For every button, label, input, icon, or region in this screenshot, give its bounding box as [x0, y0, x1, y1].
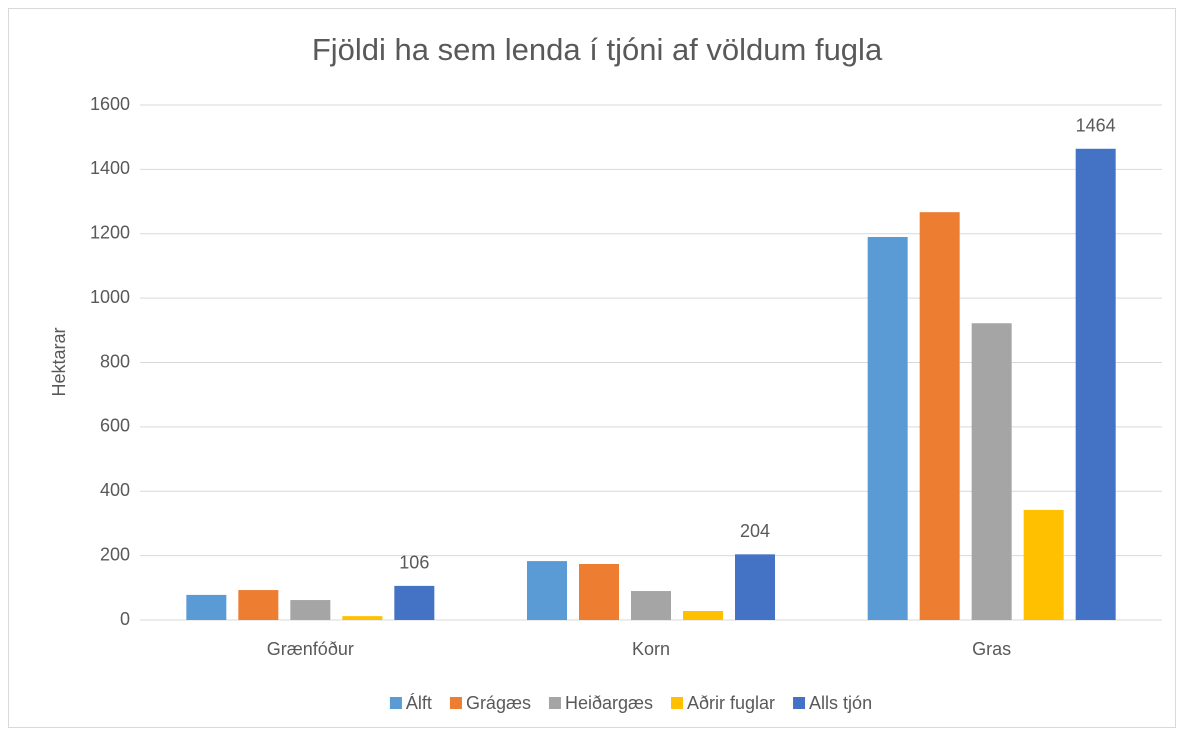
bar — [186, 594, 227, 620]
bar — [631, 591, 671, 620]
y-tick-label: 0 — [120, 609, 130, 629]
bar — [919, 212, 960, 620]
legend-label: Álft — [406, 693, 432, 713]
legend-label: Alls tjón — [809, 693, 872, 713]
data-label: 106 — [399, 553, 429, 573]
chart-title: Fjöldi ha sem lenda í tjóni af völdum fu… — [312, 32, 883, 67]
x-tick-label: Korn — [632, 639, 670, 659]
bar — [579, 563, 619, 620]
legend-swatch — [449, 697, 462, 709]
y-tick-label: 600 — [100, 416, 130, 436]
x-tick-label: Grænfóður — [267, 639, 354, 659]
bar — [867, 236, 908, 620]
y-tick-label: 1400 — [90, 158, 130, 178]
y-tick-label: 400 — [100, 480, 130, 500]
y-tick-label: 1000 — [90, 287, 130, 307]
x-tick-label: Gras — [972, 639, 1011, 659]
bar — [527, 561, 567, 620]
legend-swatch — [671, 697, 684, 709]
bar — [290, 600, 331, 620]
legend-swatch — [548, 697, 561, 709]
legend-swatch — [793, 697, 806, 709]
y-tick-label: 800 — [100, 351, 130, 371]
y-tick-label: 200 — [100, 544, 130, 564]
legend-label: Heiðargæs — [565, 693, 653, 713]
data-label: 204 — [740, 521, 770, 541]
y-axis-label: Hektarar — [49, 327, 69, 396]
bar — [342, 616, 383, 620]
bar — [1075, 148, 1116, 620]
legend-label: Grágæs — [466, 693, 531, 713]
bar — [394, 585, 435, 620]
legend-swatch — [389, 697, 402, 709]
y-tick-label: 1200 — [90, 223, 130, 243]
bar — [683, 610, 723, 620]
bar — [1023, 509, 1064, 620]
legend-label: Aðrir fuglar — [687, 693, 775, 713]
bar — [735, 554, 775, 620]
bar — [238, 590, 279, 620]
data-label: 1464 — [1076, 116, 1116, 136]
bar — [971, 323, 1012, 620]
y-tick-label: 1600 — [90, 94, 130, 114]
